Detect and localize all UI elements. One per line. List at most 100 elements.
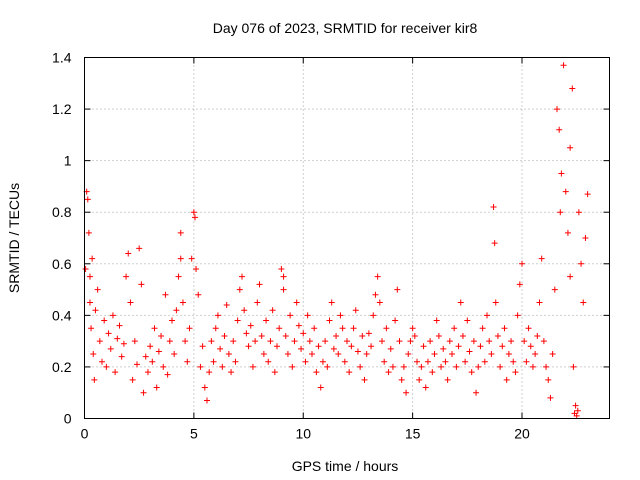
data-point — [572, 402, 579, 409]
data-point — [457, 299, 464, 306]
data-point — [166, 338, 173, 345]
data-points — [82, 62, 591, 419]
data-point — [300, 330, 307, 337]
data-point — [486, 338, 493, 345]
data-point — [125, 250, 132, 257]
data-point — [313, 369, 320, 376]
data-point — [505, 351, 512, 358]
data-point — [543, 363, 550, 370]
data-point — [383, 325, 390, 332]
data-point — [230, 338, 237, 345]
y-tick-label: 0.8 — [52, 204, 72, 220]
data-point — [322, 338, 329, 345]
data-point — [545, 376, 552, 383]
data-point — [473, 389, 480, 396]
x-axis-label: GPS time / hours — [292, 458, 399, 474]
data-point — [210, 358, 217, 365]
data-point — [468, 369, 475, 376]
data-point — [298, 345, 305, 352]
data-point — [144, 369, 151, 376]
data-point — [574, 407, 581, 414]
data-point — [396, 338, 403, 345]
x-tick-label: 5 — [190, 426, 198, 442]
data-point — [116, 322, 123, 329]
data-point — [177, 229, 184, 236]
data-point — [153, 384, 160, 391]
data-point — [484, 312, 490, 319]
data-point — [376, 299, 383, 306]
data-point — [540, 338, 547, 345]
grid-lines — [84, 57, 610, 419]
data-point — [370, 312, 377, 319]
data-point — [84, 196, 91, 203]
data-point — [411, 332, 418, 339]
data-point — [114, 335, 121, 342]
data-point — [451, 325, 458, 332]
data-point — [573, 412, 580, 419]
data-point — [324, 363, 331, 370]
data-point — [538, 255, 545, 262]
data-point — [306, 338, 313, 345]
data-point — [470, 338, 477, 345]
data-point — [302, 358, 309, 365]
data-point — [101, 317, 108, 324]
data-point — [337, 312, 344, 319]
data-point — [88, 325, 95, 332]
data-point — [392, 317, 399, 324]
data-point — [429, 369, 436, 376]
data-point — [252, 338, 259, 345]
data-point — [407, 338, 414, 345]
data-point — [171, 351, 178, 358]
data-point — [276, 325, 283, 332]
data-point — [514, 312, 521, 319]
chart-title: Day 076 of 2023, SRMTID for receiver kir… — [213, 20, 478, 36]
data-point — [344, 338, 350, 345]
data-point — [162, 291, 169, 298]
data-point — [197, 363, 204, 370]
data-point — [440, 345, 447, 352]
data-point — [247, 322, 254, 329]
data-point — [359, 332, 366, 339]
data-point — [274, 343, 280, 350]
data-point — [254, 299, 261, 306]
data-point — [551, 286, 558, 293]
data-point — [455, 343, 462, 350]
data-point — [120, 340, 127, 347]
data-point — [214, 312, 221, 319]
data-point — [282, 332, 289, 339]
data-point — [490, 204, 497, 211]
data-point — [184, 358, 191, 365]
y-tick-label: 1 — [64, 153, 72, 169]
y-tick-label: 1.4 — [52, 50, 72, 66]
data-point — [326, 317, 333, 324]
data-point — [107, 345, 114, 352]
y-tick-label: 0.6 — [52, 256, 72, 272]
data-point — [398, 376, 405, 383]
data-point — [564, 229, 571, 236]
data-point — [129, 376, 136, 383]
data-point — [330, 345, 337, 352]
data-point — [575, 209, 582, 216]
data-point — [138, 281, 145, 288]
data-point — [453, 363, 460, 370]
data-point — [219, 363, 226, 370]
data-point — [387, 345, 394, 352]
data-point — [510, 358, 517, 365]
data-point — [193, 265, 200, 272]
data-point — [521, 338, 528, 345]
data-point — [134, 361, 140, 368]
data-point — [260, 351, 267, 358]
data-point — [223, 302, 230, 309]
data-point — [291, 338, 298, 345]
data-point — [158, 332, 165, 339]
data-point — [363, 351, 370, 358]
x-tick-label: 10 — [295, 426, 311, 442]
data-point — [191, 214, 198, 221]
data-point — [497, 363, 504, 370]
data-point — [567, 144, 574, 151]
data-point — [409, 325, 416, 332]
data-point — [131, 338, 138, 345]
data-point — [379, 338, 385, 345]
data-point — [90, 351, 97, 358]
data-point — [346, 369, 353, 376]
